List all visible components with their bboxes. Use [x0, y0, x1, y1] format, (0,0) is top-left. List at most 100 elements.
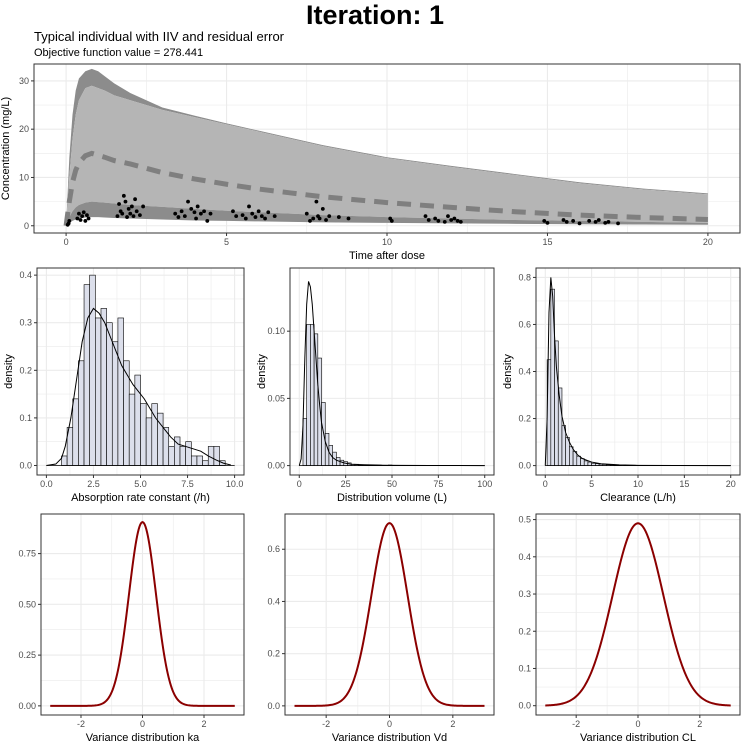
observation-point — [67, 219, 72, 223]
x-tick-label: 0 — [140, 719, 145, 729]
y-tick-label: 0.0 — [518, 461, 531, 471]
observation-point — [455, 219, 460, 223]
observation-point — [115, 214, 120, 219]
observation-point — [616, 221, 620, 226]
x-tick-label: 100 — [477, 479, 492, 489]
observation-point — [77, 211, 81, 216]
observation-point — [253, 215, 258, 219]
histogram-bar — [580, 458, 585, 466]
x-axis-label: Time after dose — [349, 250, 425, 262]
observation-point — [545, 220, 550, 225]
x-tick-label: 15 — [542, 237, 552, 247]
histogram-bar — [128, 393, 136, 466]
x-tick-label: 10.0 — [226, 479, 244, 489]
observation-point — [80, 214, 85, 219]
y-tick-label: 0.00 — [267, 461, 285, 471]
y-tick-label: 0 — [24, 221, 29, 231]
x-tick-label: 0 — [635, 719, 640, 729]
panel-cl-hist — [536, 268, 740, 475]
y-tick-label: 0.8 — [518, 272, 531, 282]
observation-point — [78, 218, 83, 222]
histogram-bar — [587, 461, 592, 466]
page-title: Iteration: 1 — [305, 0, 445, 30]
x-tick-label: 20 — [703, 237, 713, 247]
observation-point — [120, 211, 125, 216]
histogram-bar — [306, 324, 311, 466]
histogram-bar — [310, 324, 315, 466]
y-tick-label: 0.0 — [518, 701, 531, 711]
observation-point — [259, 214, 264, 219]
x-tick-label: 0 — [543, 479, 548, 489]
observation-point — [423, 214, 428, 219]
observation-point — [317, 216, 322, 221]
histogram-bar — [196, 455, 203, 466]
prediction-band-lower — [66, 201, 708, 226]
y-axis-label: density — [256, 354, 268, 389]
histogram-bar — [191, 455, 198, 466]
panel-concentration — [34, 64, 740, 233]
observation-point — [452, 216, 457, 221]
y-tick-label: 0.10 — [267, 326, 285, 336]
observation-point — [577, 221, 582, 226]
variance-distribution-curve — [294, 522, 485, 707]
observation-point — [561, 218, 566, 222]
histogram-bar — [213, 446, 220, 466]
x-tick-label: -2 — [322, 719, 330, 729]
y-tick-label: 0.1 — [19, 413, 32, 423]
observation-point — [446, 214, 450, 219]
y-axis-label: density — [502, 354, 514, 389]
observation-point — [195, 204, 200, 209]
observation-point — [596, 218, 601, 222]
x-axis-label: Variance distribution Vd — [332, 732, 447, 744]
x-tick-label: 50 — [387, 479, 397, 489]
observation-point — [126, 206, 131, 211]
observation-point — [449, 218, 454, 222]
histogram-bar — [583, 460, 589, 466]
y-tick-label: 0.6 — [518, 319, 531, 329]
variance-distribution-curve — [545, 522, 731, 707]
histogram-bar — [78, 360, 85, 466]
x-tick-label: 5 — [224, 237, 229, 247]
density-curve — [46, 307, 231, 466]
x-tick-label: 2 — [450, 719, 455, 729]
x-tick-label: -2 — [572, 719, 580, 729]
y-tick-label: 0.75 — [18, 549, 36, 559]
observation-point — [272, 214, 277, 219]
y-tick-label: 20 — [19, 124, 29, 134]
y-tick-label: 0.25 — [18, 650, 36, 660]
objective-function-value: Objective function value = 278.441 — [34, 47, 204, 59]
observation-point — [426, 218, 431, 222]
x-axis-label: Distribution volume (L) — [337, 492, 447, 504]
observation-point — [263, 216, 267, 221]
panel-var-ka — [41, 514, 244, 715]
observation-point — [134, 209, 139, 214]
histogram-bar — [168, 446, 175, 466]
observation-point — [208, 211, 213, 216]
histogram-bar — [95, 317, 102, 466]
observation-point — [138, 213, 142, 218]
observation-point — [247, 204, 251, 209]
histogram-bar — [72, 398, 79, 466]
panel-ka-hist — [37, 268, 244, 475]
y-tick-label: 0.2 — [518, 626, 531, 636]
y-tick-label: 0.6 — [267, 544, 280, 554]
x-tick-label: 7.5 — [181, 479, 194, 489]
x-tick-label: 2 — [202, 719, 207, 729]
histogram-bar — [106, 322, 113, 466]
x-tick-label: 2.5 — [87, 479, 100, 489]
x-tick-label: 0.0 — [40, 479, 53, 489]
observation-point — [314, 199, 319, 204]
y-tick-label: 0.2 — [518, 414, 531, 424]
y-tick-label: 0.2 — [267, 649, 280, 659]
observation-point — [121, 193, 126, 198]
y-tick-label: 0.4 — [267, 596, 280, 606]
observation-point — [129, 204, 134, 209]
observation-point — [133, 197, 137, 202]
x-tick-label: 20 — [726, 479, 736, 489]
observation-point — [86, 216, 91, 221]
histogram-bar — [117, 317, 124, 466]
x-tick-label: 10 — [633, 479, 643, 489]
observation-point — [75, 216, 80, 221]
panel-vd-hist — [290, 268, 494, 475]
